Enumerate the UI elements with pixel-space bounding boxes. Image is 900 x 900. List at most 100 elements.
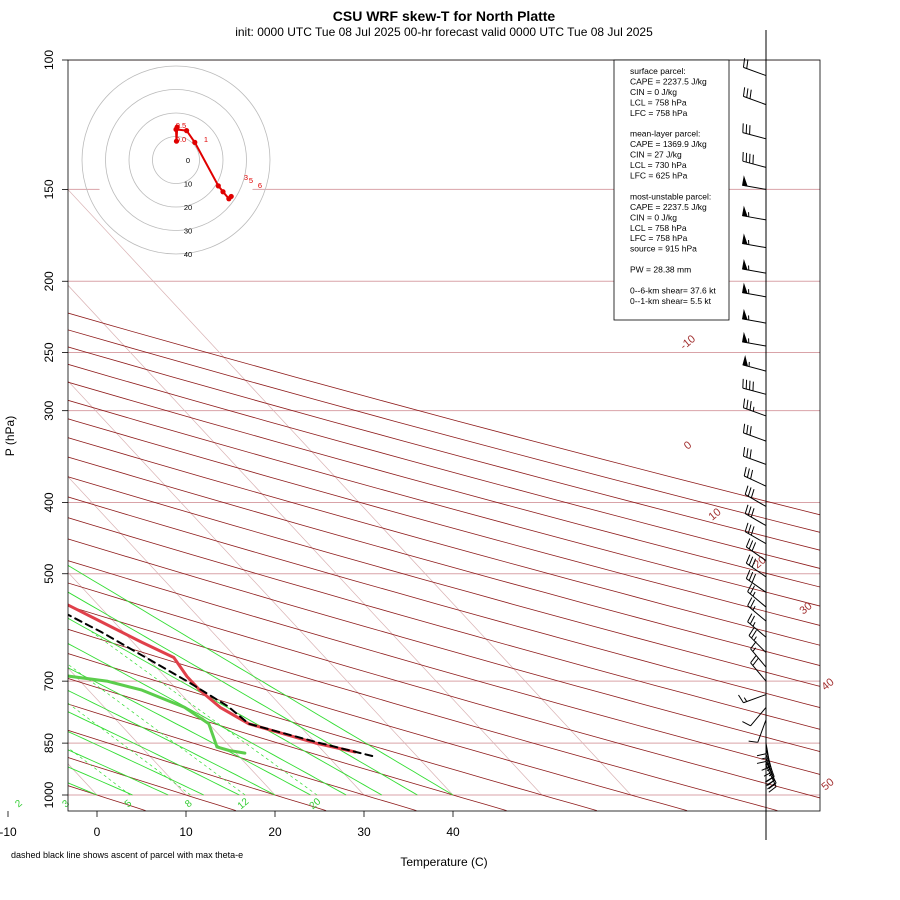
wind-barb — [742, 282, 767, 298]
wind-barb-staff — [743, 66, 767, 77]
wind-barb-staff — [742, 160, 767, 168]
wind-barb-feather — [751, 629, 757, 639]
wind-barb-half-feather — [752, 621, 756, 627]
wind-barb-staff — [744, 531, 767, 545]
stats-line: CAPE = 1369.9 J/kg — [630, 139, 707, 149]
wind-barb-staff — [742, 387, 767, 395]
wind-barb-feather — [749, 585, 755, 595]
wind-barb — [742, 378, 767, 395]
wind-barb-flag — [742, 354, 749, 367]
dry-adiabat — [68, 346, 820, 551]
wind-barb — [742, 58, 767, 77]
moist-adiabat — [68, 564, 454, 796]
wind-barb-feather — [751, 542, 757, 552]
wind-barb-feather — [747, 487, 752, 497]
wind-barb-feather — [747, 506, 752, 516]
stats-line: CIN = 0 J/kg — [630, 87, 677, 97]
wind-barb-feather — [747, 583, 753, 592]
hodograph-ring-label: 0 — [186, 156, 190, 165]
sounding-traces — [68, 603, 374, 757]
x-tick-label: 20 — [268, 825, 282, 839]
wind-barb-feather — [745, 538, 751, 548]
wind-barb-feather — [744, 485, 749, 495]
wind-barb — [744, 504, 767, 527]
wind-barb-feather — [749, 89, 752, 99]
wind-barb-staff — [750, 662, 767, 682]
stats-line: PW = 28.38 mm — [630, 265, 691, 275]
wind-barb — [742, 205, 767, 221]
y-tick-label: 700 — [42, 671, 56, 691]
wind-barb — [742, 258, 767, 274]
wind-barb-staff — [744, 513, 767, 527]
wind-barb-staff — [746, 546, 767, 562]
wind-barb — [742, 331, 767, 347]
wind-barb-half-feather — [766, 768, 772, 772]
hodograph-point — [173, 126, 179, 133]
wind-barb-feather — [751, 573, 757, 583]
wind-barb-half-feather — [753, 636, 757, 641]
y-tick-label: 200 — [42, 271, 56, 291]
hodograph-point — [228, 193, 234, 200]
y-tick-label: 850 — [42, 733, 56, 753]
wind-barb-flag — [742, 258, 748, 271]
dry-adiabat — [68, 363, 820, 569]
isotherm-line — [68, 476, 365, 796]
stats-line: LFC = 758 hPa — [630, 108, 688, 118]
series-line-0 — [68, 603, 357, 754]
wind-barb-half-feather — [752, 647, 757, 652]
dry-adiabat — [68, 703, 417, 811]
stats-line: LFC = 758 hPa — [630, 233, 688, 243]
dry-adiabat — [68, 757, 237, 811]
wind-barb-feather — [743, 466, 747, 477]
stats-line: CIN = 0 J/kg — [630, 212, 677, 222]
wind-barb-feather — [744, 504, 749, 514]
moist-adiabat — [68, 591, 418, 796]
hodograph-point-label: 0.0 — [176, 135, 186, 144]
wind-barb-feather — [747, 597, 753, 606]
wind-barb-staff — [742, 132, 767, 140]
dry-adiabat — [68, 418, 820, 626]
hodograph-point — [183, 128, 190, 134]
wind-barb-feather — [750, 508, 755, 518]
background-grid — [0, 60, 820, 811]
pressure-axis: 100 150 200 250 300 400 500 700 850 1000 — [42, 50, 68, 808]
wind-barb-feather — [742, 447, 746, 457]
wind-barb — [744, 485, 767, 507]
wind-barb-staff — [746, 562, 767, 578]
mixing-ratio-line — [68, 702, 191, 796]
mixing-ratio-line — [0, 632, 68, 795]
isotherm-line — [68, 380, 454, 796]
wind-barb-feather — [750, 641, 757, 650]
stats-line: source = 915 hPa — [630, 244, 697, 254]
stats-line: mean-layer parcel: — [630, 129, 700, 139]
wind-barb-feather — [748, 571, 754, 581]
wind-barb — [742, 423, 767, 442]
x-tick-label: 0 — [94, 825, 101, 839]
wind-barb-feather — [746, 88, 749, 98]
wind-barb-feather — [742, 58, 746, 68]
y-tick-label: 250 — [42, 342, 56, 362]
wind-barb — [742, 447, 767, 465]
wind-barb-feather — [749, 449, 752, 459]
wind-barb-staff — [747, 621, 767, 638]
wind-barb-feather — [748, 556, 754, 566]
hodograph-point-label: 5 — [249, 176, 253, 185]
isotherm-label: -10 — [678, 333, 698, 352]
wind-barb-staff — [744, 494, 767, 507]
hodograph-point — [220, 189, 226, 195]
wind-barb-flag — [742, 205, 748, 217]
wind-barb-staff — [765, 761, 777, 784]
isotherm-label: 10 — [707, 506, 724, 523]
stats-line: most-unstable parcel: — [630, 191, 711, 201]
wind-barb-feather — [756, 753, 767, 757]
stats-line: LCL = 758 hPa — [630, 97, 687, 107]
hodograph-trace: 0.5 0.0 1 3 56 — [173, 121, 262, 202]
stats-line: 0--1-km shear= 5.5 kt — [630, 296, 712, 306]
wind-barb — [742, 707, 767, 727]
wind-barb — [742, 151, 767, 168]
hodograph-ring-label: 40 — [184, 250, 192, 259]
